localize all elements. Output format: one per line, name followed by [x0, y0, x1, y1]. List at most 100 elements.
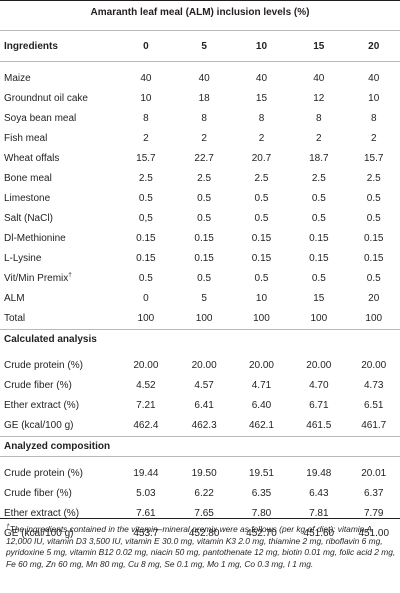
value-cell: 5 [201, 293, 207, 304]
value-cell: 0.15 [309, 253, 329, 264]
value-cell: 462.1 [232, 416, 291, 437]
value-cell: 20.00 [191, 360, 217, 371]
value-cell: 2.5 [254, 173, 269, 184]
value-cell: 100 [116, 309, 176, 330]
table-row: Salt (NaCl) 0,5 0.5 0.5 0.5 0.5 [0, 209, 400, 229]
value-cell: 6.35 [251, 488, 272, 499]
row-label: Crude protein (%) [0, 464, 116, 484]
value-cell: 461.5 [290, 416, 348, 437]
table-row: Soya bean meal 8 8 8 8 8 [0, 109, 400, 129]
value-cell: 0.5 [254, 213, 269, 224]
row-label-text: Fish meal [4, 133, 48, 144]
value-cell: 19.50 [191, 468, 217, 479]
value-cell: 0.15 [364, 233, 384, 244]
value-cell: 10 [368, 93, 380, 104]
table-row: Limestone 0.5 0.5 0.5 0.5 0.5 [0, 189, 400, 209]
value-cell: 22.7 [194, 153, 214, 164]
value-cell: 8 [370, 113, 377, 124]
value-cell: 18 [198, 93, 210, 104]
table-row: L-Lysine 0.15 0.15 0.15 0.15 0.15 [0, 249, 400, 269]
table-row: Ether extract (%) 7.21 6.41 6.40 6.71 6.51 [0, 396, 400, 416]
table-row: Ether extract (%) 7.61 7.65 7.80 7.81 7.79 [0, 504, 400, 524]
value-cell: 6.41 [194, 400, 214, 411]
row-label-text: Crude protein (%) [4, 360, 83, 371]
value-cell: 0.5 [197, 193, 212, 204]
level-header: 5 [175, 33, 233, 62]
column-header-row: Ingredients 0 5 10 15 20 [0, 33, 400, 62]
value-cell: 0.5 [138, 193, 153, 204]
value-cell: 19.51 [248, 468, 274, 479]
row-label-text: GE (kcal/100 g) [4, 528, 74, 539]
value-cell: 2 [316, 133, 322, 144]
footnote-marker: † [68, 271, 72, 279]
section-title: Calculated analysis [4, 334, 97, 345]
value-cell: 0.15 [251, 233, 272, 244]
value-cell: 20.01 [361, 468, 387, 479]
super-header-rule [0, 30, 400, 31]
spacer-row [0, 457, 400, 465]
value-cell: 6.71 [309, 400, 329, 411]
table-row: Bone meal 2.5 2.5 2.5 2.5 2.5 [0, 169, 400, 189]
value-cell: 0.5 [197, 213, 212, 224]
table-row: Maize 40 40 40 40 40 [0, 69, 400, 89]
footnote-mark: † [6, 523, 10, 531]
value-cell: 100 [290, 309, 348, 330]
value-cell: 0.5 [366, 273, 381, 284]
value-cell: 0.5 [311, 213, 326, 224]
value-cell: 451.00 [358, 528, 390, 539]
value-cell: 0.5 [366, 213, 381, 224]
row-label: Bone meal [0, 169, 116, 189]
row-label-text: Crude fiber (%) [4, 380, 72, 391]
row-label-text: ALM [4, 293, 25, 304]
value-cell: 452.70 [246, 528, 277, 539]
value-cell: 8 [316, 113, 322, 124]
value-cell: 12 [313, 93, 325, 104]
row-label: Total [0, 309, 117, 330]
value-cell: 6.51 [364, 400, 384, 411]
spacer-row [0, 62, 400, 70]
row-label-text: Vit/Min Premix [4, 273, 69, 284]
footnote-text: The ingredients contained in the vitamin… [6, 524, 396, 569]
value-cell: 2.5 [311, 173, 326, 184]
value-cell: 0.15 [136, 233, 156, 244]
row-label: GE (kcal/100 g) [0, 416, 117, 437]
row-label-text: Crude fiber (%) [4, 488, 72, 499]
row-label: Crude fiber (%) [0, 484, 116, 504]
table-top-rule [0, 0, 400, 1]
value-cell: 0.5 [197, 273, 212, 284]
value-cell: 451.60 [303, 528, 335, 539]
row-label-text: Salt (NaCl) [4, 213, 53, 224]
value-cell: 2.5 [366, 173, 381, 184]
value-cell: 18.7 [309, 153, 329, 164]
value-cell: 4.73 [364, 380, 384, 391]
row-label-text: Total [4, 313, 26, 324]
value-cell: 6.40 [251, 400, 272, 411]
table-row: Wheat offals 15.7 22.7 20.7 18.7 15.7 [0, 149, 400, 169]
row-label: Crude protein (%) [0, 356, 116, 376]
row-label-text: Maize [4, 73, 31, 84]
value-cell: 4.70 [309, 380, 329, 391]
value-cell: 10 [140, 93, 152, 104]
row-label-text: Ether extract (%) [4, 400, 80, 411]
value-cell: 6.43 [309, 488, 329, 499]
value-cell: 462.4 [116, 416, 176, 437]
value-cell: 8 [143, 113, 149, 124]
value-cell: 6.22 [194, 488, 214, 499]
table-row: Dl-Methionine 0.15 0.15 0.15 0.15 0.15 [0, 229, 400, 249]
row-label: Maize [0, 69, 116, 89]
value-cell: 19.48 [306, 468, 332, 479]
value-cell: 2 [370, 133, 377, 144]
value-cell: 40 [198, 73, 210, 84]
value-cell: 100 [232, 309, 291, 330]
row-label-text: Wheat offals [4, 153, 60, 164]
value-cell: 0.15 [136, 253, 156, 264]
section-title: Analyzed composition [0, 436, 400, 457]
row-label-text: GE (kcal/100 g) [4, 420, 74, 431]
value-cell: 0.15 [251, 253, 272, 264]
row-label: ALM [0, 289, 116, 309]
spacer-row [0, 349, 400, 356]
value-cell: 7.81 [309, 508, 329, 519]
row-label: Groundnut oil cake [0, 89, 116, 109]
table-row: Crude fiber (%) 5.03 6.22 6.35 6.43 6.37 [0, 484, 400, 504]
